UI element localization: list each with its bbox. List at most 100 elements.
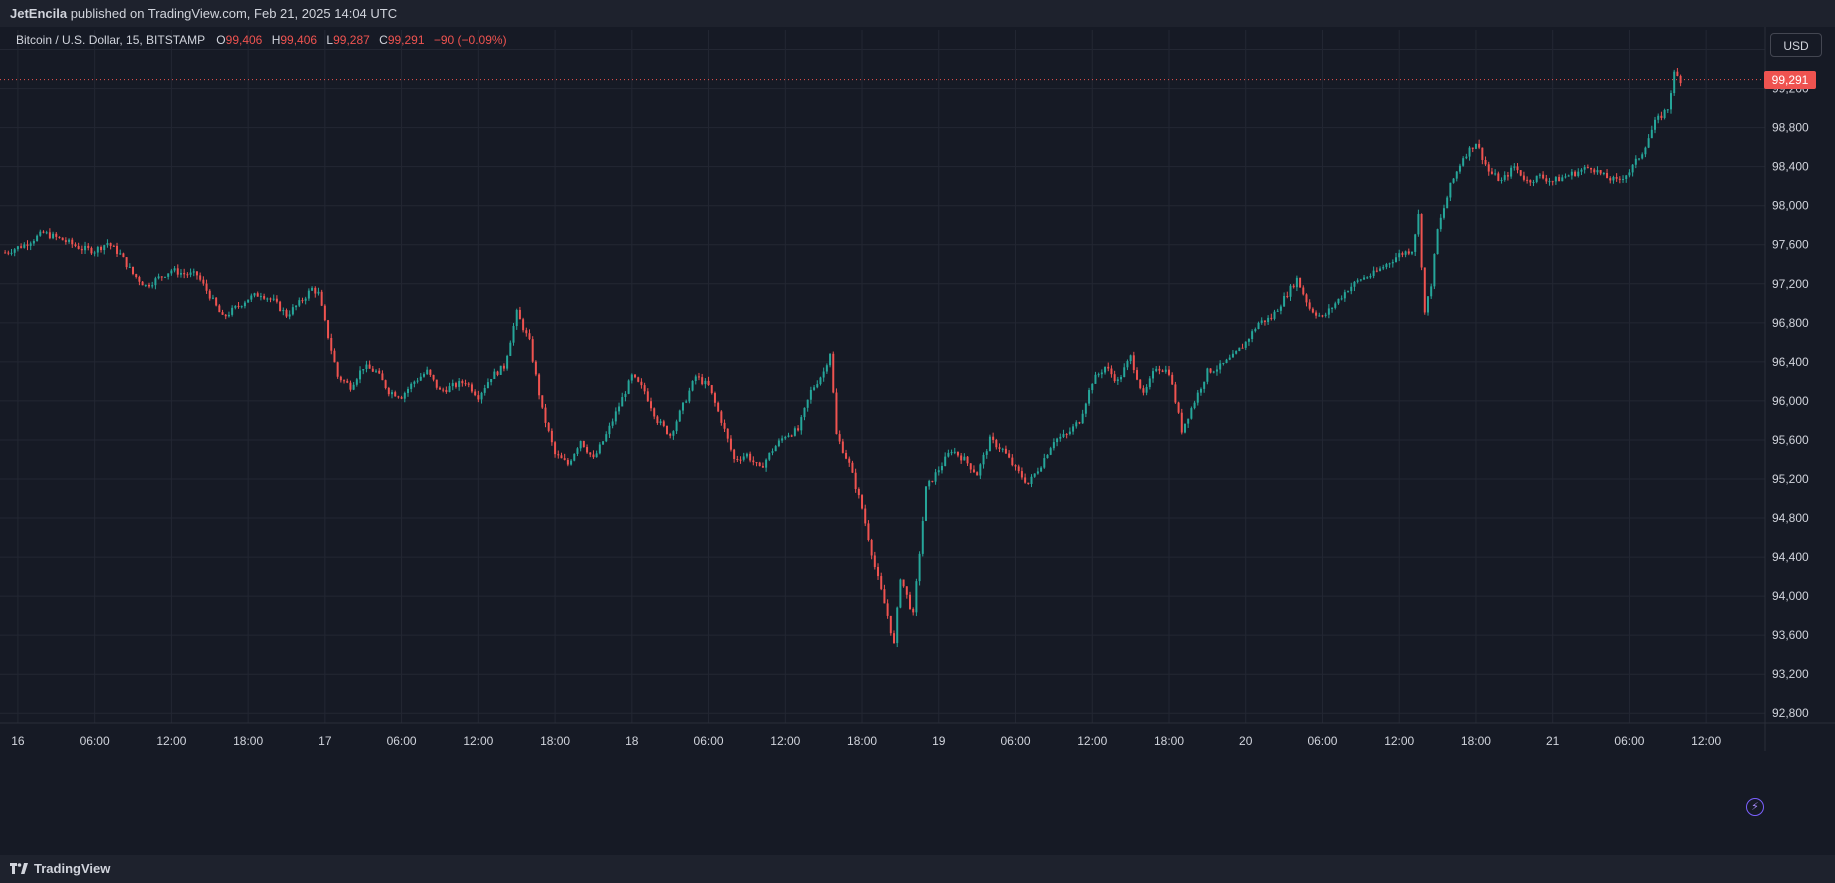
tradingview-logo[interactable]: TradingView xyxy=(10,855,110,883)
candle-body xyxy=(205,283,208,291)
candle-body xyxy=(71,239,74,245)
candle-body xyxy=(554,442,557,455)
candle-body xyxy=(263,296,266,299)
lightning-icon[interactable]: ⚡ xyxy=(1746,798,1764,816)
candle-body xyxy=(16,246,19,250)
candle-body xyxy=(1199,388,1202,393)
x-tick-label: 18:00 xyxy=(847,734,877,748)
candle-body xyxy=(1289,285,1292,297)
candle-body xyxy=(605,434,608,442)
y-tick-label: 94,000 xyxy=(1772,589,1809,603)
candle-body xyxy=(1500,179,1503,181)
candle-body xyxy=(883,589,886,604)
candle-body xyxy=(672,431,675,436)
candle-body xyxy=(800,417,803,431)
brand-name: TradingView xyxy=(34,861,111,876)
candle-body xyxy=(1231,353,1234,358)
candle-body xyxy=(595,453,598,458)
candle-body xyxy=(694,376,697,381)
candle-body xyxy=(1577,171,1580,176)
candle-body xyxy=(1618,178,1621,180)
candle-body xyxy=(163,276,166,278)
candle-body xyxy=(1091,383,1094,391)
candle-body xyxy=(1167,369,1170,375)
candle-body xyxy=(630,374,633,381)
candle-body xyxy=(1398,253,1401,258)
candle-body xyxy=(93,252,96,254)
candle-body xyxy=(950,452,953,454)
candle-body xyxy=(192,271,195,273)
candle-body xyxy=(480,392,483,400)
candle-body xyxy=(685,401,688,403)
author-name[interactable]: JetEncila xyxy=(10,6,68,21)
candle-body xyxy=(1043,458,1046,468)
candle-body xyxy=(940,465,943,471)
candle-body xyxy=(84,245,87,251)
candle-body xyxy=(330,337,333,351)
candle-body xyxy=(1059,436,1062,439)
candle-body xyxy=(1494,173,1497,175)
candle-body xyxy=(359,370,362,380)
candle-body xyxy=(1423,267,1426,313)
candle-body xyxy=(45,232,48,234)
candle-body xyxy=(729,438,732,450)
candle-body xyxy=(995,439,998,448)
x-tick-label: 18 xyxy=(625,734,639,748)
candle-body xyxy=(1132,355,1135,371)
candle-body xyxy=(375,370,378,372)
candle-body xyxy=(1014,465,1017,467)
currency-button[interactable]: USD xyxy=(1770,33,1822,57)
y-tick-label: 93,600 xyxy=(1772,628,1809,642)
candle-body xyxy=(988,436,991,452)
candle-body xyxy=(1110,368,1113,375)
candle-body xyxy=(77,246,80,249)
candle-body xyxy=(765,459,768,468)
candle-body xyxy=(1625,175,1628,179)
candle-body xyxy=(560,455,563,459)
candle-body xyxy=(1654,119,1657,130)
candle-body xyxy=(55,233,58,237)
candle-body xyxy=(327,320,330,338)
chart-area[interactable]: 92,800 93,200 93,600 94,000 94,400 94,800 95,2… xyxy=(0,27,1835,855)
candle-body xyxy=(547,422,550,431)
candle-body xyxy=(1657,115,1660,120)
candle-body xyxy=(1068,431,1071,435)
price-chart[interactable]: 92,800 93,200 93,600 94,000 94,400 94,800 95,2… xyxy=(0,27,1835,855)
candle-body xyxy=(586,447,589,453)
candle-body xyxy=(982,454,985,465)
candle-body xyxy=(899,579,902,608)
candle-body xyxy=(451,383,454,387)
candle-body xyxy=(1206,368,1209,382)
candle-body xyxy=(1596,170,1599,173)
candle-body xyxy=(1561,177,1564,182)
candle-body xyxy=(243,302,246,307)
candle-body xyxy=(1644,147,1647,155)
candle-body xyxy=(618,406,621,412)
candle-body xyxy=(643,385,646,392)
candle-body xyxy=(221,312,224,315)
symbol-title[interactable]: Bitcoin / U.S. Dollar, 15, BITSTAMP xyxy=(16,33,205,47)
candle-body xyxy=(998,447,1001,449)
candle-body xyxy=(470,384,473,392)
candle-body xyxy=(1343,292,1346,299)
candle-body xyxy=(1369,275,1372,278)
candle-body xyxy=(646,391,649,402)
candle-body xyxy=(346,380,349,383)
candle-body xyxy=(857,489,860,496)
candle-body xyxy=(100,247,103,251)
y-tick-label: 94,400 xyxy=(1772,550,1809,564)
candle-body xyxy=(1350,286,1353,292)
candle-body xyxy=(1324,314,1327,316)
candle-body xyxy=(956,451,959,456)
candle-body xyxy=(582,441,585,448)
candle-body xyxy=(1244,341,1247,348)
candle-body xyxy=(179,273,182,275)
candle-body xyxy=(250,295,253,300)
candle-body xyxy=(422,374,425,377)
candle-body xyxy=(189,272,192,275)
candle-body xyxy=(435,379,438,388)
candle-body xyxy=(1033,473,1036,477)
candle-body xyxy=(176,268,179,275)
candle-body xyxy=(1574,171,1577,176)
candle-body xyxy=(1276,310,1279,312)
